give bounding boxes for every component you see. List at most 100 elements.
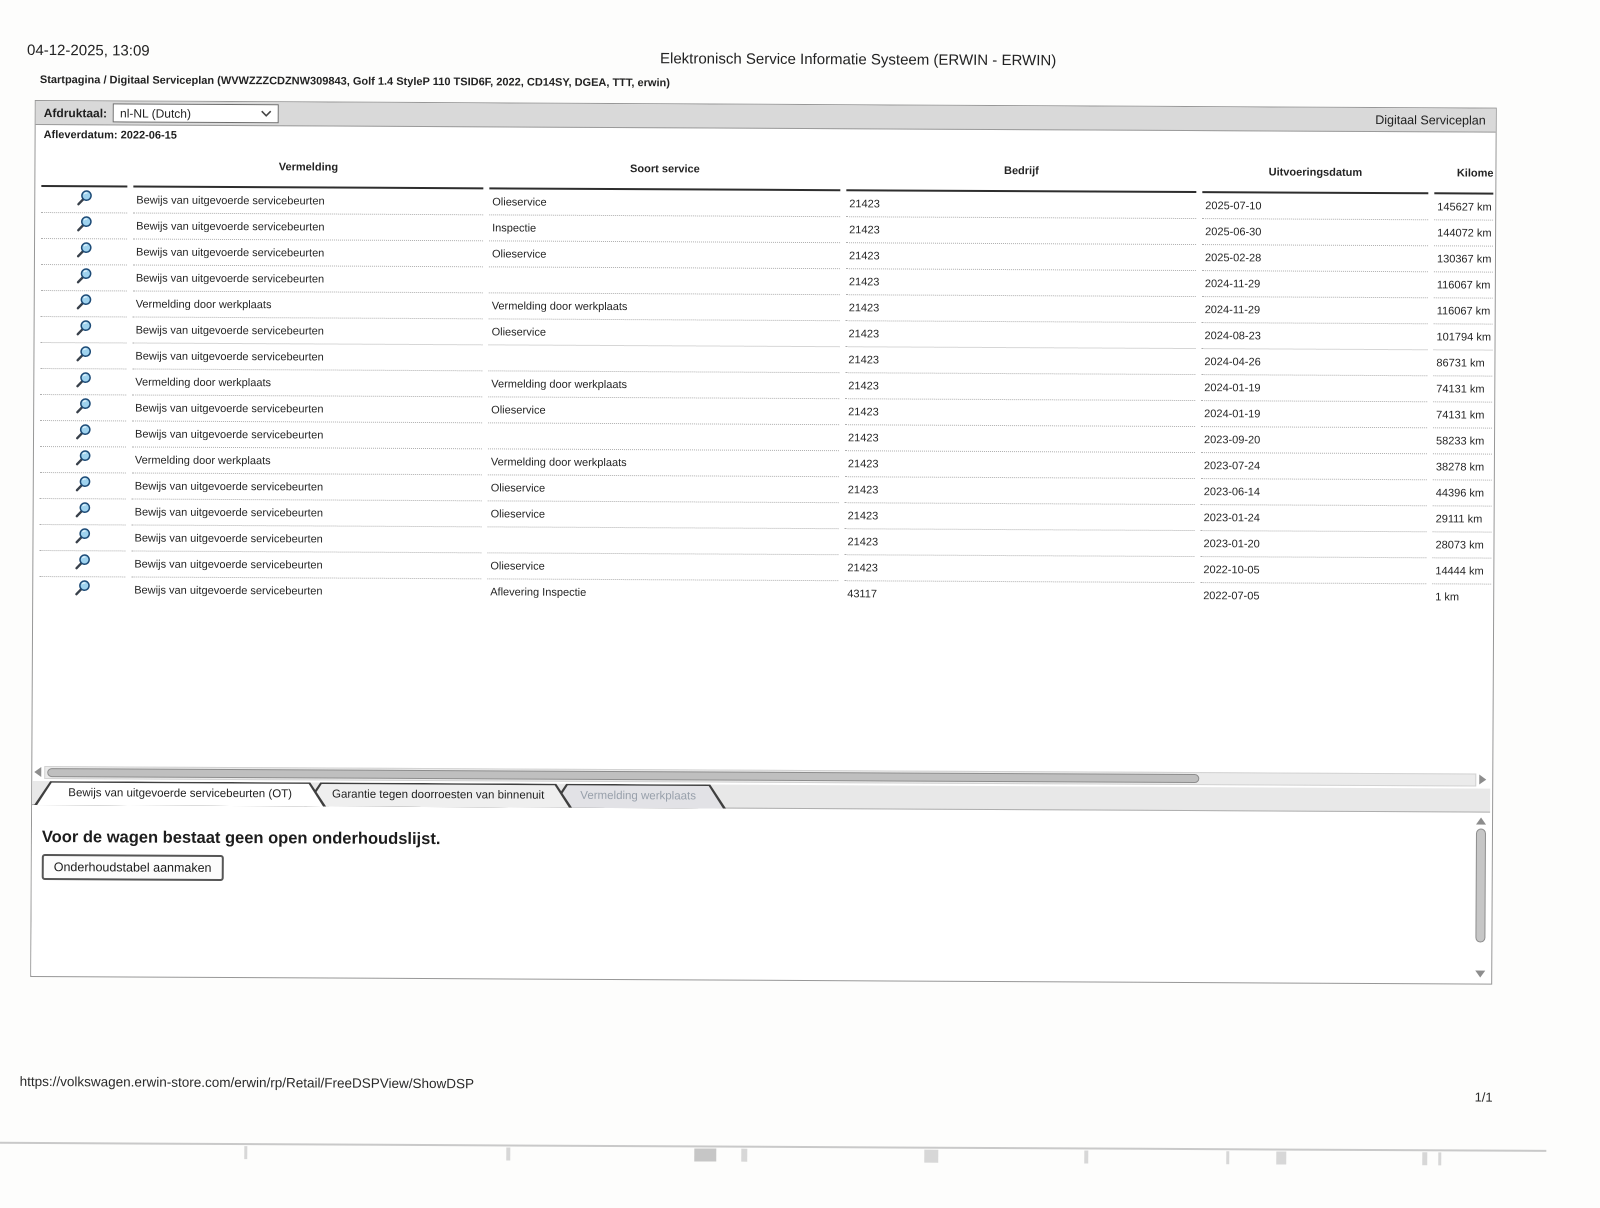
service-table-viewport: Vermelding Soort service Bedrijf Uitvoer… — [33, 147, 1494, 607]
vertical-scrollbar-thumb[interactable] — [1475, 828, 1486, 943]
serviceplan-window: Afdruktaal: nl-NL (Dutch) Digitaal Servi… — [30, 99, 1497, 985]
cell-bedrijf: 21423 — [844, 503, 1195, 532]
magnifier-icon[interactable] — [74, 449, 92, 467]
delivery-date: Afleverdatum: 2022-06-15 — [43, 129, 177, 142]
create-maintenance-table-button[interactable]: Onderhoudstabel aanmaken — [41, 854, 224, 881]
cell-vermelding: Bewijs van uitgevoerde servicebeurten — [132, 395, 483, 424]
row-action-cell — [40, 317, 127, 344]
cell-kilometerstand: 14444 km — [1432, 558, 1494, 585]
cell-bedrijf: 21423 — [846, 217, 1197, 246]
row-action-cell — [41, 213, 128, 240]
cell-vermelding: Bewijs van uitgevoerde servicebeurten — [131, 499, 482, 528]
cell-uitvoeringsdatum: 2023-01-24 — [1200, 505, 1427, 533]
tab-vermelding-werkplaats[interactable]: Vermelding werkplaats — [550, 784, 726, 809]
cell-vermelding: Bewijs van uitgevoerde servicebeurten — [132, 317, 483, 346]
language-select-value: nl-NL (Dutch) — [120, 105, 192, 121]
cell-bedrijf: 43117 — [844, 581, 1195, 607]
cell-vermelding: Bewijs van uitgevoerde servicebeurten — [131, 525, 482, 554]
magnifier-icon[interactable] — [74, 397, 92, 415]
cell-soort-service: Olieservice — [488, 241, 841, 270]
magnifier-icon[interactable] — [75, 319, 93, 337]
cell-kilometerstand: 116067 km — [1433, 272, 1494, 299]
arrow-down-icon[interactable] — [1474, 970, 1485, 978]
row-action-cell — [40, 291, 127, 318]
cell-bedrijf: 21423 — [845, 347, 1196, 376]
magnifier-icon[interactable] — [73, 579, 91, 597]
column-header-bedrijf: Bedrijf — [846, 151, 1197, 194]
cell-bedrijf: 21423 — [844, 529, 1195, 558]
scan-artifact-ticks — [0, 0, 1600, 1166]
arrow-up-icon[interactable] — [1475, 817, 1486, 825]
cell-vermelding: Bewijs van uitgevoerde servicebeurten — [131, 551, 482, 580]
cell-kilometerstand: 58233 km — [1432, 428, 1494, 455]
table-row: Bewijs van uitgevoerde servicebeurten In… — [41, 213, 1494, 247]
cell-vermelding: Vermelding door werkplaats — [132, 291, 483, 320]
cell-kilometerstand: 86731 km — [1433, 350, 1494, 377]
cell-uitvoeringsdatum: 2023-01-20 — [1200, 531, 1427, 559]
row-action-cell — [40, 265, 127, 292]
table-row: Bewijs van uitgevoerde servicebeurten Ol… — [39, 499, 1494, 533]
magnifier-icon[interactable] — [74, 371, 92, 389]
row-action-cell — [39, 473, 126, 500]
cell-uitvoeringsdatum: 2024-04-26 — [1201, 349, 1428, 377]
scan-artifact-line — [0, 1141, 1547, 1152]
breadcrumb[interactable]: Startpagina / Digitaal Serviceplan (WVWZ… — [39, 73, 670, 90]
cell-bedrijf: 21423 — [845, 399, 1196, 428]
column-header-kilometerstand: Kilometerstand — [1434, 154, 1494, 195]
tab-garantie-doorroesten[interactable]: Garantie tegen doorroesten van binnenuit — [304, 782, 572, 807]
magnifier-icon[interactable] — [74, 345, 92, 363]
magnifier-icon[interactable] — [74, 423, 92, 441]
horizontal-scrollbar-thumb[interactable] — [47, 767, 1200, 783]
magnifier-icon[interactable] — [75, 241, 93, 259]
tab-label: Garantie tegen doorroesten van binnenuit — [331, 788, 545, 802]
arrow-right-icon[interactable] — [1479, 774, 1487, 785]
magnifier-icon[interactable] — [73, 553, 91, 571]
magnifier-icon[interactable] — [73, 527, 91, 545]
cell-kilometerstand: 44396 km — [1432, 480, 1494, 507]
magnifier-icon[interactable] — [75, 293, 93, 311]
cell-bedrijf: 21423 — [845, 243, 1197, 272]
cell-soort-service — [487, 423, 840, 452]
cell-soort-service: Vermelding door werkplaats — [488, 293, 840, 322]
cell-kilometerstand: 38278 km — [1432, 454, 1494, 481]
vertical-scrollbar[interactable] — [1473, 817, 1487, 978]
print-datetime: 04-12-2025, 13:09 — [27, 41, 150, 60]
cell-bedrijf: 21423 — [845, 269, 1196, 298]
magnifier-icon[interactable] — [74, 501, 92, 519]
column-header-vermelding: Vermelding — [133, 147, 484, 190]
magnifier-icon[interactable] — [75, 267, 93, 285]
cell-soort-service: Olieservice — [487, 501, 839, 530]
row-action-cell — [39, 447, 126, 474]
table-row: Bewijs van uitgevoerde servicebeurten 21… — [40, 265, 1494, 299]
table-row: Bewijs van uitgevoerde servicebeurten Ol… — [39, 473, 1494, 507]
cell-soort-service: Vermelding door werkplaats — [488, 371, 840, 400]
table-row: Bewijs van uitgevoerde servicebeurten 21… — [40, 343, 1494, 377]
column-header-soort-service: Soort service — [489, 149, 841, 192]
cell-soort-service: Olieservice — [488, 397, 840, 426]
language-select[interactable]: nl-NL (Dutch) — [113, 103, 280, 124]
table-row: Bewijs van uitgevoerde servicebeurten Af… — [39, 577, 1494, 607]
print-footer-page-number: 1/1 — [1474, 1089, 1493, 1105]
page-title: Elektronisch Service Informatie Systeem … — [659, 50, 1057, 70]
tab-bewijs-servicebeurten[interactable]: Bewijs van uitgevoerde servicebeurten (O… — [34, 781, 326, 807]
magnifier-icon[interactable] — [74, 475, 92, 493]
table-row: Bewijs van uitgevoerde servicebeurten Ol… — [40, 317, 1494, 351]
tab-content-panel: Voor de wagen bestaat geen open onderhou… — [31, 805, 1491, 983]
cell-vermelding: Bewijs van uitgevoerde servicebeurten — [131, 473, 482, 502]
cell-soort-service — [488, 267, 840, 296]
cell-soort-service: Aflevering Inspectie — [487, 579, 839, 607]
cell-soort-service — [488, 345, 840, 374]
cell-soort-service: Olieservice — [487, 553, 839, 582]
arrow-left-icon[interactable] — [34, 766, 42, 778]
cell-uitvoeringsdatum: 2023-07-24 — [1200, 453, 1427, 481]
column-header-uitvoeringsdatum: Uitvoeringsdatum — [1202, 153, 1429, 195]
row-action-cell — [40, 239, 128, 266]
magnifier-icon[interactable] — [75, 215, 93, 233]
vertical-scrollbar-track[interactable] — [1474, 827, 1486, 969]
row-action-cell — [39, 499, 126, 526]
magnifier-icon[interactable] — [75, 189, 93, 207]
chevron-down-icon — [261, 110, 272, 117]
cell-bedrijf: 21423 — [844, 451, 1195, 480]
cell-vermelding: Vermelding door werkplaats — [131, 447, 482, 476]
